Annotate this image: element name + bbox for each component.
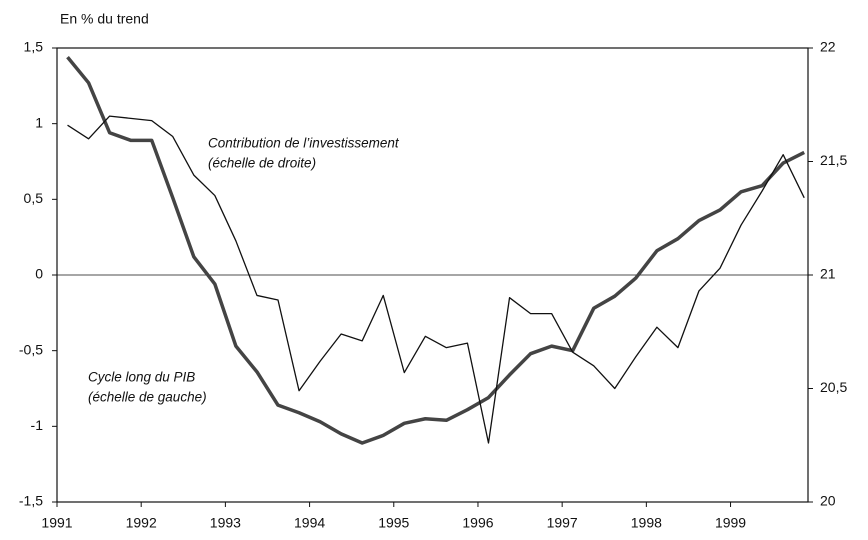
series-line	[67, 115, 805, 444]
y-tick-label: 0	[35, 266, 43, 282]
x-tick-label: 1994	[294, 515, 325, 531]
y2-tick-label: 21,5	[820, 152, 847, 168]
x-tick-label: 1993	[210, 515, 241, 531]
x-tick-label: 1992	[126, 515, 157, 531]
y2-tick-label: 21	[820, 266, 836, 282]
x-tick-label: 1997	[547, 515, 578, 531]
annotation: Contribution de l’investissement	[208, 136, 400, 151]
x-tick-label: 1999	[715, 515, 746, 531]
y2-tick-label: 22	[820, 39, 836, 55]
x-tick-label: 1991	[41, 515, 72, 531]
y-tick-label: 1	[35, 114, 43, 130]
y-tick-label: 0,5	[24, 190, 44, 206]
y-tick-label: 1,5	[24, 39, 44, 55]
y2-tick-label: 20	[820, 493, 836, 509]
series-line	[66, 55, 805, 445]
x-tick-label: 1998	[631, 515, 662, 531]
annotation: (échelle de droite)	[208, 156, 316, 171]
y2-tick-label: 20,5	[820, 379, 847, 395]
y-axis-label: En % du trend	[60, 11, 149, 27]
x-tick-label: 1995	[378, 515, 409, 531]
y-tick-label: -1,5	[19, 493, 43, 509]
x-tick-label: 1996	[462, 515, 493, 531]
annotation: (échelle de gauche)	[88, 390, 207, 405]
y-tick-label: -1	[31, 417, 44, 433]
y-tick-label: -0,5	[19, 341, 43, 357]
annotation: Cycle long du PIB	[88, 370, 195, 385]
